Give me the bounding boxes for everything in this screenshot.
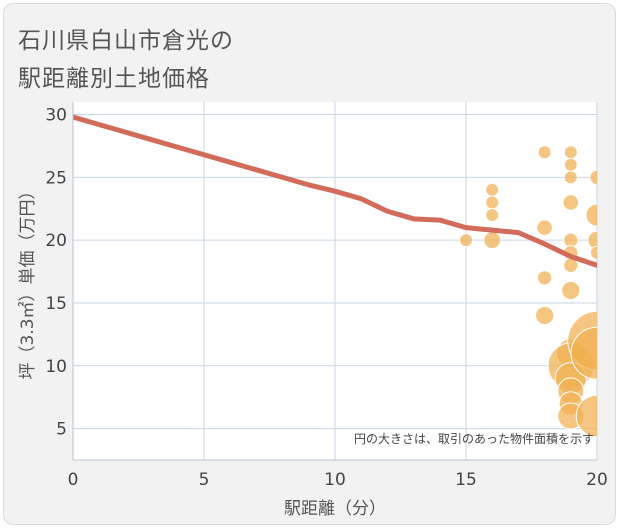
x-tick-label: 20 (586, 470, 608, 490)
bubble-series (459, 145, 597, 438)
line-series (73, 114, 597, 268)
data-bubble (570, 326, 597, 380)
data-bubble (562, 194, 580, 211)
data-bubble (563, 157, 578, 172)
data-bubble (459, 233, 473, 248)
data-bubble (561, 280, 581, 301)
chart-title-line-1: 石川県白山市倉光の (18, 28, 234, 54)
y-tick-label: 20 (45, 231, 67, 251)
y-tick-label: 5 (56, 420, 67, 440)
data-bubble (485, 195, 500, 210)
data-bubble (590, 245, 597, 260)
y-tick-label: 25 (45, 168, 67, 188)
data-bubble (585, 203, 597, 227)
chart-title-line-2: 駅距離別土地価格 (18, 66, 210, 92)
data-bubble (536, 270, 553, 286)
data-bubble (589, 169, 597, 186)
data-bubble (575, 394, 597, 438)
y-axis-label: 坪（3.3㎡）単価（万円） (18, 182, 38, 379)
y-tick-label: 30 (45, 106, 67, 126)
data-bubble (485, 182, 500, 197)
y-tick-label: 10 (45, 357, 67, 377)
bubble-size-note: 円の大きさは、取引のあった物件面積を示す (354, 431, 594, 446)
x-tick-label: 15 (455, 470, 477, 490)
x-axis-label: 駅距離（分） (284, 499, 386, 519)
y-tick-label: 15 (45, 294, 67, 314)
axes: 0 5 10 15 20 5 10 15 20 25 30 (45, 102, 608, 490)
data-bubble (587, 230, 597, 250)
x-tick-label: 5 (199, 470, 210, 490)
data-bubble (563, 145, 578, 160)
data-bubble (483, 231, 502, 250)
x-tick-label: 0 (68, 470, 79, 490)
data-bubble (535, 305, 555, 326)
data-bubble (563, 170, 578, 185)
average-price-line (73, 114, 597, 268)
x-tick-label: 10 (324, 470, 346, 490)
data-bubble (485, 208, 500, 223)
data-bubble (537, 145, 552, 160)
data-bubble (536, 219, 553, 236)
